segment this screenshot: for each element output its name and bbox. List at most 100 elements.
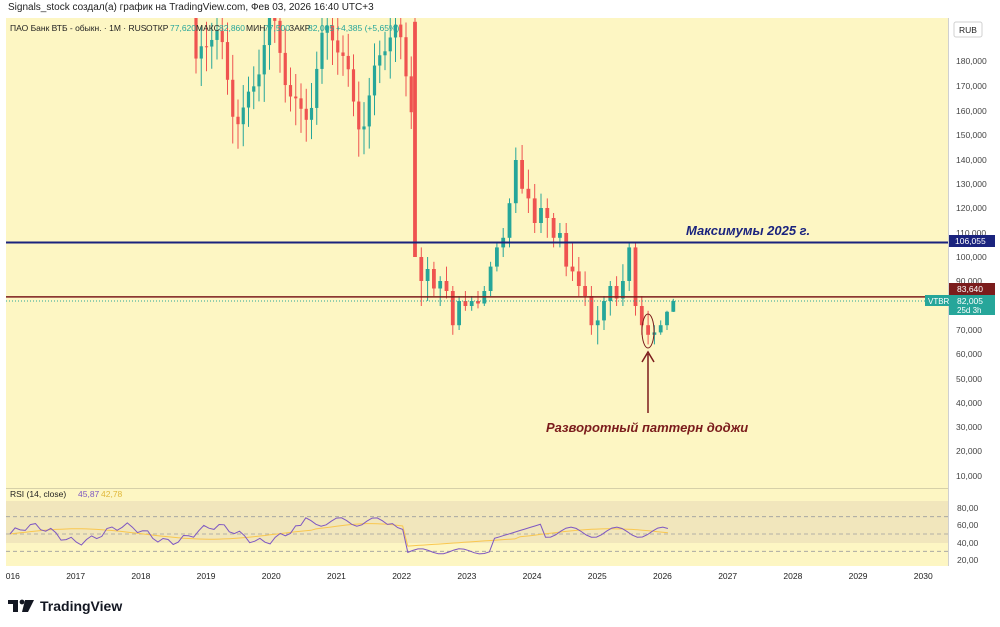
candle[interactable] — [336, 15, 340, 75]
candle[interactable] — [570, 242, 575, 281]
candle[interactable] — [283, 28, 287, 103]
legend-open-label: ОТКР — [146, 23, 169, 33]
tag-resistance-label: 106,055 — [955, 236, 986, 246]
candle[interactable] — [204, 21, 209, 72]
candle[interactable] — [378, 40, 382, 84]
candle-body — [351, 69, 356, 102]
candle-body — [558, 233, 562, 238]
candle[interactable] — [589, 286, 594, 335]
candle[interactable] — [513, 147, 518, 214]
candle[interactable] — [288, 67, 293, 112]
candle[interactable] — [294, 74, 298, 126]
candle[interactable] — [432, 261, 436, 296]
candle[interactable] — [444, 266, 449, 299]
candle-body — [665, 311, 669, 326]
candle[interactable] — [476, 291, 480, 309]
candle[interactable] — [633, 242, 638, 316]
candle[interactable] — [438, 276, 443, 306]
candle[interactable] — [199, 26, 203, 86]
candle-body — [413, 21, 417, 257]
candle-body — [419, 257, 424, 281]
candle[interactable] — [545, 198, 550, 238]
candle[interactable] — [325, 10, 329, 60]
candle[interactable] — [236, 99, 240, 149]
candle[interactable] — [194, 0, 198, 74]
candle[interactable] — [413, 12, 417, 257]
candle-body — [463, 301, 468, 306]
candle-body — [325, 25, 329, 33]
candle[interactable] — [602, 296, 606, 330]
candle[interactable] — [220, 16, 224, 60]
candle[interactable] — [320, 10, 324, 84]
candle[interactable] — [520, 145, 524, 194]
candle[interactable] — [583, 271, 587, 306]
candle[interactable] — [621, 264, 625, 306]
candle[interactable] — [215, 8, 219, 60]
candle[interactable] — [409, 56, 413, 130]
candle[interactable] — [367, 77, 371, 149]
candle[interactable] — [346, 33, 350, 87]
candle-body — [204, 46, 209, 48]
candle[interactable] — [425, 257, 430, 301]
candle-body — [488, 266, 493, 291]
candle[interactable] — [614, 276, 619, 306]
candle[interactable] — [315, 51, 319, 125]
candle[interactable] — [671, 298, 676, 312]
candle[interactable] — [608, 281, 613, 316]
candle[interactable] — [262, 27, 266, 102]
time-tick-label: 2018 — [131, 571, 150, 581]
candle[interactable] — [309, 82, 314, 140]
candle[interactable] — [362, 102, 366, 155]
candle-body — [608, 286, 613, 301]
candle[interactable] — [627, 242, 632, 291]
candle[interactable] — [210, 22, 214, 69]
candle[interactable] — [665, 310, 669, 330]
candle-body — [225, 42, 230, 80]
price-tick-label: 100,000 — [956, 252, 987, 262]
candle[interactable] — [357, 81, 361, 157]
candle[interactable] — [304, 88, 308, 142]
candle-body — [393, 24, 398, 38]
currency-button[interactable] — [953, 21, 983, 38]
candle[interactable] — [383, 31, 387, 71]
chart-area[interactable]: 80,00 60,00 40,00 20,00 180,000 170,000 160,0… — [1, 0, 996, 586]
candle[interactable] — [372, 43, 377, 116]
candle[interactable] — [646, 310, 650, 345]
candle[interactable] — [450, 286, 455, 335]
price-tick-label: 50,000 — [956, 374, 982, 384]
candle-body — [378, 55, 382, 66]
candle[interactable] — [241, 85, 245, 147]
candle[interactable] — [457, 296, 461, 330]
candle[interactable] — [252, 66, 256, 110]
candle-body — [267, 17, 272, 46]
candle[interactable] — [231, 54, 235, 144]
candle[interactable] — [257, 49, 261, 102]
candle[interactable] — [351, 54, 356, 117]
candle[interactable] — [526, 169, 531, 213]
rsi-tick-label: 80,00 — [957, 503, 979, 513]
candle[interactable] — [469, 296, 474, 311]
candle-body — [315, 68, 319, 108]
candle[interactable] — [564, 223, 569, 277]
candle[interactable] — [246, 76, 251, 127]
candle[interactable] — [404, 22, 408, 97]
candle[interactable] — [388, 12, 392, 79]
candle[interactable] — [488, 261, 493, 296]
candle[interactable] — [495, 242, 499, 272]
countdown-label: 25d 3h — [957, 306, 981, 315]
candle[interactable] — [658, 320, 663, 335]
candle[interactable] — [595, 306, 600, 345]
candle-body — [539, 208, 543, 223]
candle-body — [288, 85, 293, 97]
price-chart[interactable]: 80,00 60,00 40,00 20,00 180,000 170,000 160,0… — [1, 0, 996, 586]
candle[interactable] — [507, 198, 512, 248]
candle[interactable] — [299, 83, 303, 133]
rsi-tick-label: 20,00 — [957, 555, 979, 565]
candle-body — [639, 306, 644, 326]
tradingview-logo[interactable]: TradingView — [8, 598, 122, 614]
candle[interactable] — [225, 22, 230, 95]
candle[interactable] — [576, 257, 581, 296]
candle[interactable] — [341, 35, 345, 76]
candle[interactable] — [539, 193, 543, 233]
candle[interactable] — [532, 184, 537, 233]
